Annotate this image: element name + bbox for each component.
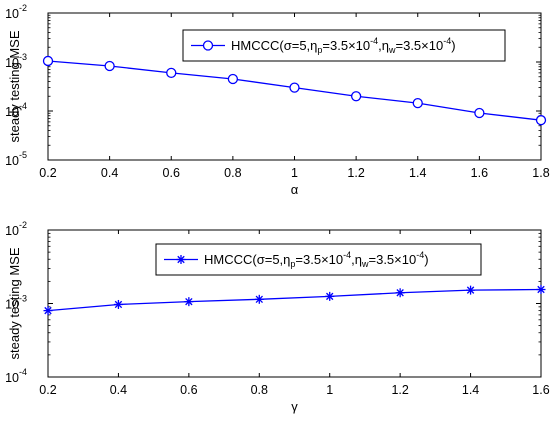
y-tick-label: 10-4 [5,367,27,385]
data-point [42,55,54,67]
y-tick-label: 10-3 [5,52,27,70]
y-tick-label: 10-3 [5,294,27,312]
y-tick-exp: -3 [19,52,27,62]
x-tick-label: 0.8 [224,166,241,180]
legend-part-mid: =3.5×10 [322,38,370,53]
data-point [166,67,177,79]
y-tick-base: 10 [5,154,19,168]
legend-part-prefix: HMCCC(σ=5,η [231,38,317,53]
data-point [184,297,194,307]
y-tick-exp: -4 [19,367,27,377]
data-point [536,285,546,295]
legend-entry: HMCCC(σ=5,ηp=3.5×10-4,ηw=3.5×10-4) [231,36,456,55]
legend-part-mid: ,η [351,252,362,267]
legend-marker-symbol [202,40,214,51]
legend-part-sup: -4 [370,36,378,46]
legend-marker-symbol [176,255,186,264]
x-tick-label: 1 [326,383,333,397]
y-tick-exp: -4 [19,101,27,111]
data-point [350,91,362,102]
legend-part-sub: w [361,259,369,269]
legend: HMCCC(σ=5,ηp=3.5×10-4,ηw=3.5×10-4) [182,29,506,62]
legend-part-sup: -4 [343,250,351,260]
data-point [412,97,423,109]
y-tick-exp: -2 [19,3,27,13]
y-tick-base: 10 [5,224,19,238]
data-point [254,294,264,304]
legend-entry: HMCCC(σ=5,ηp=3.5×10-4,ηw=3.5×10-4) [204,250,429,269]
x-tick-label: 1.2 [347,166,364,180]
y-tick-exp: -5 [19,150,27,160]
x-tick-label: 1.4 [409,166,426,180]
legend-part-prefix: HMCCC(σ=5,η [204,252,290,267]
data-point [325,291,335,301]
x-axis-label: γ [291,399,298,414]
y-tick-label: 10-5 [5,150,27,168]
x-tick-label: 1.6 [471,166,488,180]
legend-part-sub: w [388,45,396,55]
legend-marker [176,255,186,264]
x-tick-label: 0.2 [39,383,56,397]
legend: HMCCC(σ=5,ηp=3.5×10-4,ηw=3.5×10-4) [155,243,482,276]
y-tick-base: 10 [5,56,19,70]
legend-part-sup: -4 [416,250,424,260]
data-point [43,306,53,316]
y-tick-exp: -3 [19,294,27,304]
x-tick-label: 0.6 [180,383,197,397]
legend-part-suffix: ) [451,38,455,53]
x-tick-label: 0.4 [101,166,118,180]
data-point [474,107,485,119]
data-point [535,115,547,126]
x-tick-label: 1.2 [391,383,408,397]
x-axis-label: α [291,182,299,197]
axis-ticks [47,229,542,378]
x-tick-labels: 0.2 0.4 0.6 0.8 1 1.2 1.4 1.6 1.8 [39,166,549,180]
x-tick-label: 0.6 [163,166,180,180]
x-tick-label: 1.6 [532,383,549,397]
data-point [113,299,123,309]
chart-gamma: 0.2 0.4 0.6 0.8 1 1.2 1.4 1.6 10-410-310-2 γ st… [5,220,550,414]
data-point [289,82,300,93]
legend-part-sub: p [290,259,295,269]
y-tick-exp: -2 [19,220,27,230]
data-point [466,285,476,295]
y-tick-label: 10-4 [5,101,27,119]
legend-marker [202,40,214,51]
data-point [227,73,239,85]
legend-box [182,29,506,62]
legend-box [155,243,482,276]
y-tick-base: 10 [5,105,19,119]
legend-part-sup: -4 [443,36,451,46]
chart-alpha: 0.2 0.4 0.6 0.8 1 1.2 1.4 1.6 1.8 10-510-410-310… [5,3,550,197]
legend-part-mid: =3.5×10 [396,38,444,53]
legend-part-sub: p [317,45,322,55]
x-tick-label: 0.4 [110,383,127,397]
y-tick-label: 10-2 [5,220,27,238]
legend-part-mid: =3.5×10 [295,252,343,267]
series-line [47,288,542,312]
y-tick-base: 10 [5,298,19,312]
x-tick-label: 1.8 [532,166,549,180]
y-tick-labels: 10-510-410-310-2 [5,3,27,168]
legend-part-suffix: ) [424,252,428,267]
y-axis-label: steady testing MSE [7,30,22,142]
x-tick-label: 0.2 [39,166,56,180]
y-tick-base: 10 [5,371,19,385]
x-tick-label: 1 [291,166,298,180]
legend-part-mid: =3.5×10 [369,252,417,267]
x-tick-labels: 0.2 0.4 0.6 0.8 1 1.2 1.4 1.6 [39,383,549,397]
y-tick-base: 10 [5,7,19,21]
series-points [42,55,547,126]
data-point [104,60,115,72]
legend-part-mid: ,η [378,38,389,53]
x-tick-label: 0.8 [251,383,268,397]
y-tick-labels: 10-410-310-2 [5,220,27,385]
y-tick-label: 10-2 [5,3,27,21]
x-tick-label: 1.4 [462,383,479,397]
data-point [395,288,405,298]
series-points [43,285,546,316]
y-axis-label: steady testing MSE [7,247,22,359]
